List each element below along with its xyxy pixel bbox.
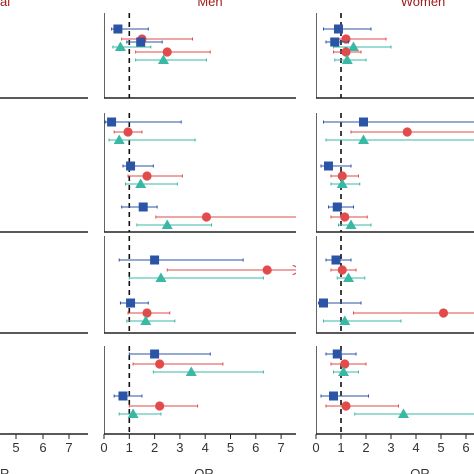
- red-circle-point: [142, 171, 152, 181]
- blue-square-point: [113, 24, 123, 34]
- x-tick-label: 4: [202, 440, 209, 455]
- x-tick-label: 2: [362, 440, 369, 455]
- teal-triangle-point: [398, 408, 409, 418]
- red-circle-point: [337, 171, 347, 181]
- blue-square-point: [150, 255, 160, 265]
- x-tick-label: 5: [437, 440, 444, 455]
- blue-square-point: [334, 24, 343, 34]
- blue-square-point: [107, 117, 117, 127]
- blue-square-point: [332, 349, 342, 359]
- blue-square-point: [136, 37, 146, 47]
- teal-triangle-point: [345, 219, 357, 229]
- panel-title-women: Women: [401, 0, 446, 9]
- blue-square-point: [319, 298, 328, 308]
- teal-triangle-point: [127, 408, 139, 418]
- blue-square-point: [329, 391, 338, 401]
- panel-frame: [316, 346, 474, 435]
- teal-triangle-point: [341, 54, 353, 64]
- blue-square-point: [332, 202, 342, 212]
- red-circle-point: [142, 308, 152, 318]
- panel-title-men: Men: [197, 0, 222, 9]
- x-tick-label: 5: [227, 440, 234, 455]
- x-tick-label: 0: [312, 440, 319, 455]
- x-axis-title-left: R: [0, 466, 9, 474]
- x-tick-label: 6: [252, 440, 259, 455]
- red-circle-point: [402, 127, 412, 137]
- red-circle-point: [341, 401, 351, 411]
- teal-triangle-point: [339, 315, 351, 325]
- x-tick-label: 2: [151, 440, 158, 455]
- red-circle-point: [340, 212, 350, 222]
- panel-frame: [104, 236, 296, 334]
- red-circle-point: [155, 401, 165, 411]
- panel-frame: [104, 13, 296, 99]
- teal-triangle-point: [140, 315, 152, 325]
- teal-triangle-point: [157, 54, 169, 64]
- x-tick-label: 6: [462, 440, 469, 455]
- teal-triangle-point: [161, 219, 173, 229]
- x-tick-label: 1: [337, 440, 344, 455]
- blue-square-point: [359, 117, 368, 127]
- x-tick-label: 3: [387, 440, 394, 455]
- panel-frame: [104, 113, 296, 233]
- x-tick-label: 0: [100, 440, 107, 455]
- blue-square-point: [138, 202, 148, 212]
- red-circle-point: [438, 308, 449, 318]
- x-tick-label: 5: [12, 440, 19, 455]
- red-circle-point: [341, 47, 351, 57]
- panel-frame: [316, 113, 474, 233]
- blue-square-point: [150, 349, 160, 359]
- blue-square-point: [126, 161, 136, 171]
- red-circle-point: [340, 359, 350, 369]
- red-circle-point: [201, 212, 212, 222]
- plot-layer: 0 1 2 3 4 5 6 7 0 1 2 3 4 5 6: [0, 13, 474, 455]
- red-circle-point: [162, 47, 172, 57]
- teal-triangle-point: [114, 41, 126, 51]
- teal-triangle-point: [348, 41, 359, 51]
- blue-square-point: [118, 391, 128, 401]
- x-axis-title-men: OR: [194, 466, 214, 474]
- teal-triangle-point: [185, 366, 197, 376]
- red-circle-point: [262, 265, 272, 275]
- teal-triangle-point: [113, 134, 125, 144]
- x-tick-label: 4: [412, 440, 419, 455]
- teal-triangle-point: [343, 272, 354, 282]
- red-circle-point: [337, 265, 347, 275]
- blue-square-point: [331, 255, 341, 265]
- x-tick-label: 7: [277, 440, 284, 455]
- x-tick-label: 7: [65, 440, 72, 455]
- teal-triangle-point: [155, 272, 167, 282]
- panel-frame: [316, 13, 474, 99]
- blue-square-point: [330, 37, 340, 47]
- blue-square-point: [126, 298, 136, 308]
- red-circle-point: [123, 127, 133, 137]
- panel-frame: [104, 346, 296, 435]
- teal-triangle-point: [358, 134, 369, 144]
- teal-triangle-point: [135, 178, 147, 188]
- teal-triangle-point: [336, 178, 348, 188]
- x-axis-title-women: OR: [410, 466, 430, 474]
- women-column: [316, 13, 474, 435]
- men-column: [104, 13, 296, 435]
- blue-square-point: [324, 161, 333, 171]
- panel-frame: [316, 236, 474, 334]
- x-tick-label: 6: [39, 440, 46, 455]
- x-tick-label: 3: [176, 440, 183, 455]
- x-tick-label: 1: [126, 440, 133, 455]
- red-circle-point: [155, 359, 165, 369]
- teal-triangle-point: [338, 366, 349, 376]
- panel-title-left: al: [0, 0, 10, 9]
